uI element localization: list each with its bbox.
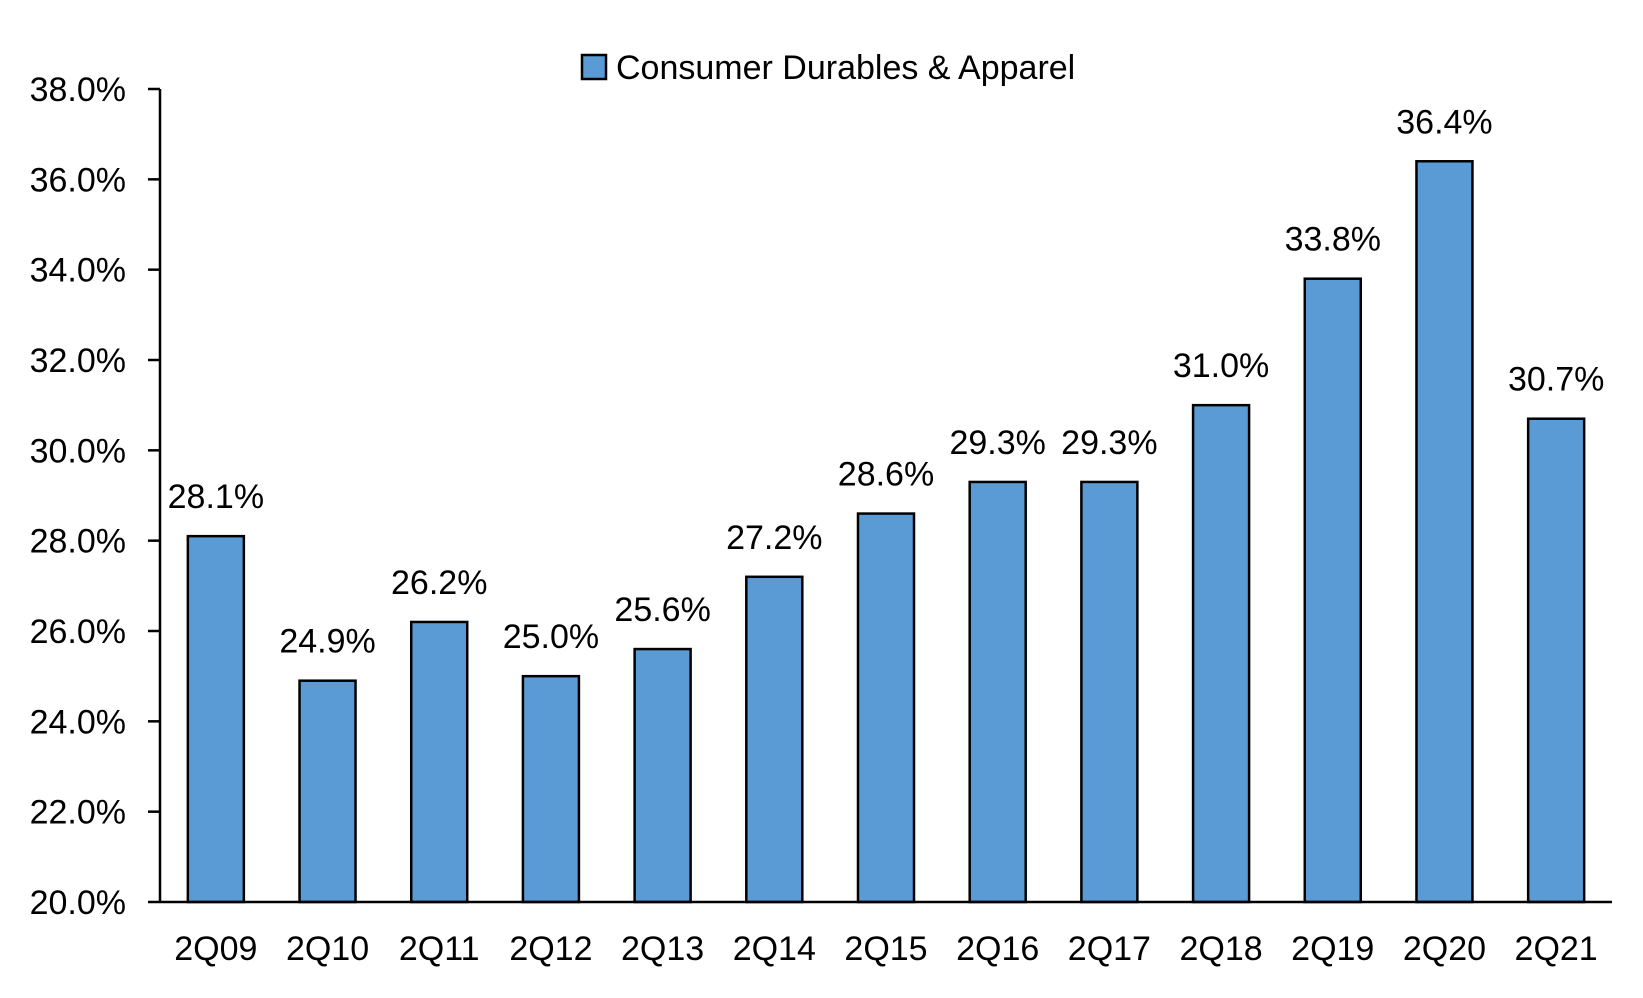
y-tick-label: 30.0% [30, 432, 126, 470]
y-tick-label: 22.0% [30, 794, 126, 832]
x-tick-label: 2Q11 [399, 930, 480, 968]
x-tick-label: 2Q20 [1403, 930, 1486, 968]
bar-2q21 [1526, 417, 1586, 904]
y-axis: 20.0% 22.0% 24.0% 26.0% 28.0% 30.0% 32.0% 34.0%… [30, 71, 162, 922]
bar-2q12 [521, 674, 581, 904]
bar-2q18 [1191, 403, 1251, 904]
x-tick-label: 2Q14 [733, 930, 816, 968]
y-tick-label: 28.0% [30, 523, 126, 561]
legend-label: Consumer Durables & Apparel [616, 49, 1075, 87]
data-label-2q20: 36.4% [1396, 103, 1492, 141]
y-tick-label: 36.0% [30, 161, 126, 199]
data-label-2q19: 33.8% [1285, 221, 1381, 259]
data-label-2q10: 24.9% [279, 623, 375, 661]
data-labels: 28.1% 24.9% 26.2% 25.0% 25.6% 27.2% 28.6% 29.3%… [168, 103, 1605, 660]
data-label-2q18: 31.0% [1173, 347, 1269, 385]
bar-2q17 [1080, 480, 1139, 904]
x-tick-label: 2Q21 [1515, 930, 1598, 968]
bar-2q15 [856, 512, 916, 904]
data-label-2q12: 25.0% [503, 618, 599, 656]
data-label-2q14: 27.2% [726, 519, 822, 557]
data-label-2q15: 28.6% [838, 456, 934, 494]
bar-2q16 [968, 480, 1027, 904]
x-tick-label: 2Q18 [1179, 930, 1262, 968]
y-tick-label: 20.0% [30, 884, 126, 922]
data-label-2q17: 29.3% [1061, 424, 1157, 462]
y-tick-label: 24.0% [30, 703, 126, 741]
data-label-2q16: 29.3% [949, 424, 1045, 462]
x-tick-label: 2Q12 [509, 930, 592, 968]
legend-swatch [580, 53, 608, 81]
bar-2q14 [745, 575, 804, 904]
bar-2q11 [409, 620, 469, 904]
bar-2q20 [1415, 160, 1474, 904]
data-label-2q13: 25.6% [614, 591, 710, 629]
data-label-2q21: 30.7% [1508, 361, 1604, 399]
y-tick-label: 34.0% [30, 252, 126, 290]
x-tick-label: 2Q15 [844, 930, 927, 968]
bar-2q13 [633, 647, 692, 904]
x-tick-label: 2Q17 [1068, 930, 1151, 968]
x-axis: 2Q09 2Q10 2Q11 2Q12 2Q13 2Q14 2Q15 2Q16 2Q17 2Q18… [160, 900, 1612, 968]
x-tick-label: 2Q10 [286, 930, 369, 968]
y-tick-label: 26.0% [30, 613, 126, 651]
x-tick-label: 2Q19 [1291, 930, 1374, 968]
bars [186, 160, 1586, 904]
x-tick-label: 2Q09 [174, 930, 257, 968]
bar-2q09 [186, 534, 246, 904]
data-label-2q11: 26.2% [391, 564, 487, 602]
x-tick-label: 2Q13 [621, 930, 704, 968]
y-tick-label: 32.0% [30, 342, 126, 380]
data-label-2q09: 28.1% [168, 478, 264, 516]
bar-2q10 [298, 679, 357, 904]
legend: Consumer Durables & Apparel [580, 49, 1075, 87]
x-tick-label: 2Q16 [956, 930, 1039, 968]
y-tick-label: 38.0% [30, 71, 126, 109]
bar-2q19 [1303, 277, 1363, 904]
